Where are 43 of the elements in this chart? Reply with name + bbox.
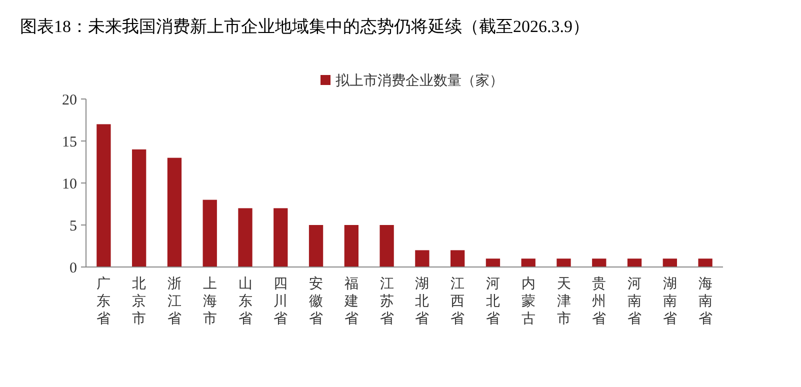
x-tick-label: 山东省 xyxy=(238,276,252,327)
bar xyxy=(344,225,358,267)
bar xyxy=(274,208,288,267)
x-tick-label: 四川省 xyxy=(274,276,288,327)
y-tick-label: 10 xyxy=(62,176,77,192)
bar xyxy=(415,250,430,267)
bar xyxy=(132,149,146,267)
bar xyxy=(308,225,324,267)
bar xyxy=(202,200,217,267)
bar xyxy=(167,158,182,267)
x-tick-label: 上海市 xyxy=(202,276,217,327)
x-tick-label: 福建省 xyxy=(343,276,358,327)
bar xyxy=(662,258,677,267)
x-tick-label: 江苏省 xyxy=(380,276,394,327)
x-tick-label: 湖南省 xyxy=(662,276,677,327)
chart-title: 图表18：未来我国消费新上市企业地域集中的态势仍将延续（截至2026.3.9） xyxy=(20,17,590,36)
x-tick-label: 湖北省 xyxy=(415,276,430,327)
x-tick-label: 贵州省 xyxy=(592,276,606,327)
legend-label: 拟上市消费企业数量（家） xyxy=(336,72,504,89)
bar xyxy=(592,258,606,267)
x-tick-label: 河南省 xyxy=(628,276,642,327)
x-tick-label: 内蒙古 xyxy=(521,276,536,327)
bar xyxy=(380,225,394,267)
x-tick-label: 北京市 xyxy=(132,276,146,327)
x-tick-label: 浙江省 xyxy=(167,276,182,327)
y-tick-label: 15 xyxy=(62,134,77,150)
bar xyxy=(627,258,642,267)
x-tick-label: 河北省 xyxy=(486,276,500,327)
bar xyxy=(450,250,465,267)
x-tick-label: 广东省 xyxy=(96,276,111,327)
bar xyxy=(486,258,500,267)
x-tick-label: 天津市 xyxy=(556,276,571,327)
bar xyxy=(238,208,252,267)
bar xyxy=(698,258,712,267)
x-tick-label: 江西省 xyxy=(450,276,465,327)
y-tick-label: 20 xyxy=(62,92,77,108)
x-tick-label: 安徽省 xyxy=(309,276,324,327)
bar xyxy=(521,258,536,267)
y-tick-label: 0 xyxy=(70,260,77,276)
bar xyxy=(96,124,111,267)
x-tick-label: 海南省 xyxy=(698,276,712,327)
y-tick-label: 5 xyxy=(70,218,77,234)
bar xyxy=(556,258,571,267)
